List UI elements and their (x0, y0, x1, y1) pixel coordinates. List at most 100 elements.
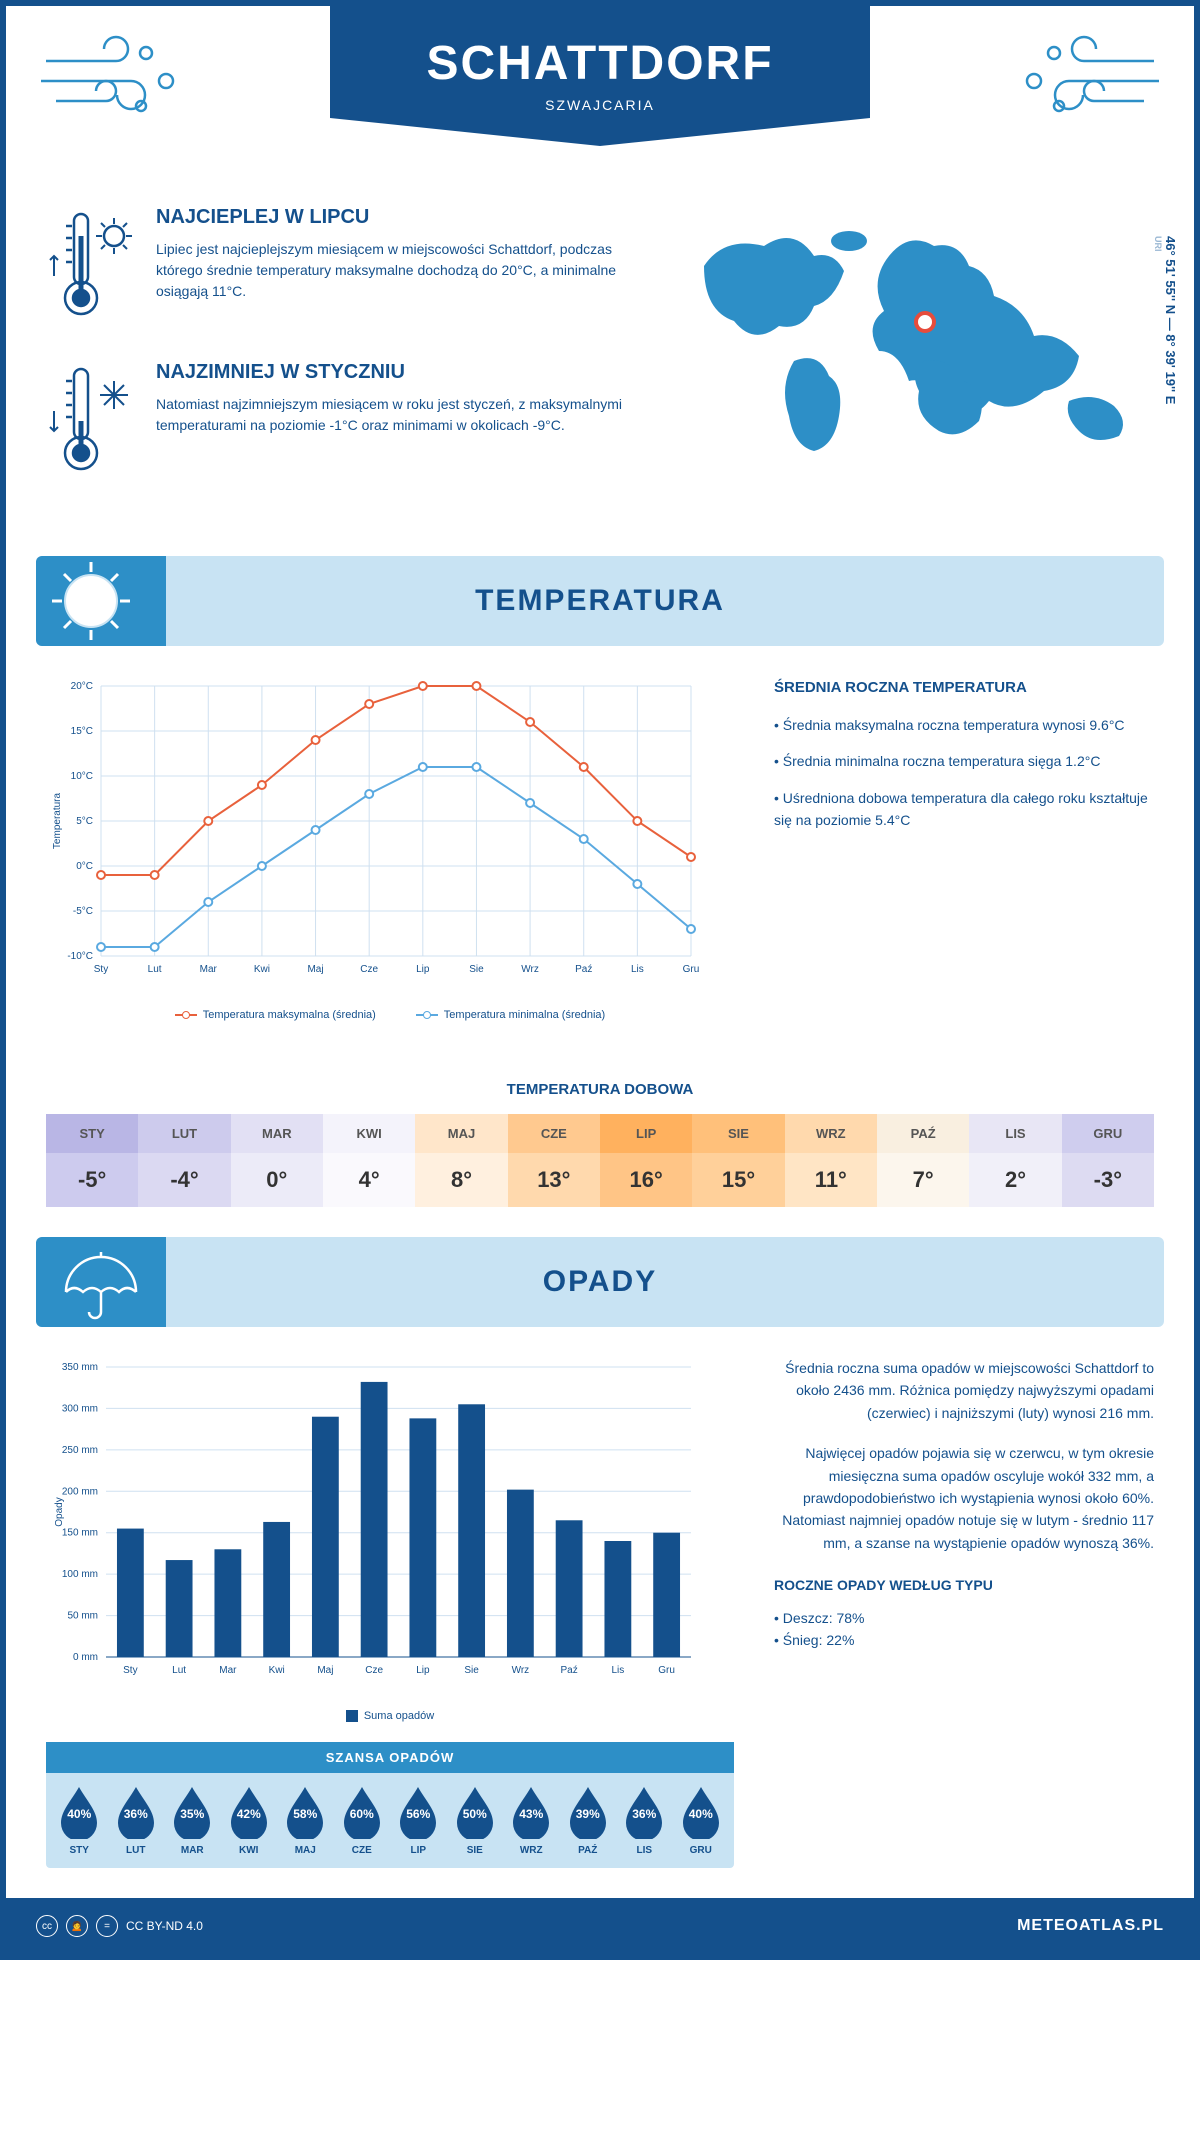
svg-text:Gru: Gru (683, 964, 700, 975)
raindrop-icon: 40% (57, 1785, 101, 1839)
svg-text:Sty: Sty (94, 964, 108, 975)
summary-bullet: • Średnia minimalna roczna temperatura s… (774, 750, 1154, 772)
svg-text:10°C: 10°C (71, 771, 93, 782)
svg-text:Lut: Lut (148, 964, 162, 975)
coordinates: 46° 51' 55'' N — 8° 39' 19'' E URI (1153, 236, 1178, 404)
raindrop-icon: 43% (509, 1785, 553, 1839)
svg-text:Lip: Lip (416, 964, 430, 975)
country-name: SZWAJCARIA (330, 97, 870, 113)
nd-icon: = (96, 1915, 118, 1937)
city-name: SCHATTDORF (330, 36, 870, 91)
legend-item: Suma opadów (346, 1710, 434, 1722)
svg-text:Lip: Lip (416, 1665, 430, 1676)
svg-text:150 mm: 150 mm (62, 1528, 98, 1539)
fact-title: NAJCIEPLEJ W LIPCU (156, 206, 634, 229)
wind-icon (1014, 31, 1164, 121)
daily-cell: SIE 15° (692, 1114, 784, 1207)
daily-cell: LIP 16° (600, 1114, 692, 1207)
thermometer-sun-icon (46, 206, 136, 331)
wind-icon (36, 31, 186, 121)
svg-text:Maj: Maj (307, 964, 323, 975)
daily-cell: STY -5° (46, 1114, 138, 1207)
section-banner-temperature: TEMPERATURA (36, 556, 1164, 646)
daily-cell: PAŹ 7° (877, 1114, 969, 1207)
daily-temp-title: TEMPERATURA DOBOWA (6, 1081, 1194, 1098)
svg-text:Cze: Cze (365, 1665, 383, 1676)
raindrop-icon: 40% (679, 1785, 723, 1839)
svg-text:Sie: Sie (469, 964, 484, 975)
daily-cell: WRZ 11° (785, 1114, 877, 1207)
raindrop-icon: 42% (227, 1785, 271, 1839)
summary-text: Najwięcej opadów pojawia się w czerwcu, … (774, 1442, 1154, 1554)
svg-text:Mar: Mar (200, 964, 218, 975)
daily-cell: MAR 0° (231, 1114, 323, 1207)
chance-title: SZANSA OPADÓW (46, 1742, 734, 1773)
svg-text:100 mm: 100 mm (62, 1569, 98, 1580)
license: cc 🙍 = CC BY-ND 4.0 (36, 1915, 203, 1937)
svg-text:Mar: Mar (219, 1665, 237, 1676)
fact-text: Lipiec jest najcieplejszym miesiącem w m… (156, 239, 634, 302)
svg-text:Gru: Gru (658, 1665, 675, 1676)
summary-bullet: • Średnia maksymalna roczna temperatura … (774, 714, 1154, 736)
svg-text:-5°C: -5°C (73, 906, 93, 917)
header: SCHATTDORF SZWAJCARIA (6, 6, 1194, 186)
svg-text:0°C: 0°C (76, 861, 93, 872)
legend-item: .legend-swatch[style*='#5aa9e0']::after{… (416, 1009, 605, 1021)
bytype-item: • Śnieg: 22% (774, 1629, 1154, 1651)
thermometer-snow-icon (46, 361, 136, 486)
drop-cell: 35% MAR (165, 1785, 220, 1856)
drop-cell: 50% SIE (448, 1785, 503, 1856)
daily-cell: LUT -4° (138, 1114, 230, 1207)
daily-cell: CZE 13° (508, 1114, 600, 1207)
world-map: 46° 51' 55'' N — 8° 39' 19'' E URI (674, 206, 1154, 516)
svg-text:Paź: Paź (575, 964, 592, 975)
footer: cc 🙍 = CC BY-ND 4.0 METEOATLAS.PL (6, 1898, 1194, 1954)
svg-text:250 mm: 250 mm (62, 1445, 98, 1456)
drop-cell: 43% WRZ (504, 1785, 559, 1856)
svg-text:350 mm: 350 mm (62, 1362, 98, 1373)
raindrop-icon: 60% (340, 1785, 384, 1839)
drop-cell: 40% GRU (674, 1785, 729, 1856)
precip-chance-box: SZANSA OPADÓW 40% STY 36% LUT 35% MAR 42… (46, 1742, 734, 1868)
section-banner-precipitation: OPADY (36, 1237, 1164, 1327)
svg-text:Kwi: Kwi (269, 1665, 285, 1676)
drop-cell: 58% MAJ (278, 1785, 333, 1856)
svg-text:200 mm: 200 mm (62, 1486, 98, 1497)
temperature-summary: ŚREDNIA ROCZNA TEMPERATURA • Średnia mak… (774, 676, 1154, 1021)
svg-text:0 mm: 0 mm (73, 1652, 98, 1663)
precipitation-summary: Średnia roczna suma opadów w miejscowośc… (774, 1357, 1154, 1868)
sun-icon (36, 556, 166, 646)
daily-temp-table: STY -5° LUT -4° MAR 0° KWI 4° MAJ 8° CZE… (46, 1114, 1154, 1207)
svg-text:Cze: Cze (360, 964, 378, 975)
drop-cell: 56% LIP (391, 1785, 446, 1856)
legend-item: .legend-swatch[style*='#e8613c']::after{… (175, 1009, 376, 1021)
title-ribbon: SCHATTDORF SZWAJCARIA (330, 6, 870, 146)
svg-text:Sty: Sty (123, 1665, 137, 1676)
raindrop-icon: 36% (622, 1785, 666, 1839)
raindrop-icon: 35% (170, 1785, 214, 1839)
drop-cell: 40% STY (52, 1785, 107, 1856)
drop-cell: 36% LUT (109, 1785, 164, 1856)
svg-text:Wrz: Wrz (521, 964, 539, 975)
svg-text:Opady: Opady (54, 1497, 65, 1526)
svg-text:Sie: Sie (464, 1665, 479, 1676)
svg-text:-10°C: -10°C (67, 951, 93, 962)
precipitation-bar-chart: 0 mm50 mm100 mm150 mm200 mm250 mm300 mm3… (46, 1357, 734, 1722)
svg-text:Lut: Lut (172, 1665, 186, 1676)
svg-text:300 mm: 300 mm (62, 1403, 98, 1414)
cc-icon: cc (36, 1915, 58, 1937)
by-icon: 🙍 (66, 1915, 88, 1937)
daily-cell: KWI 4° (323, 1114, 415, 1207)
daily-cell: GRU -3° (1062, 1114, 1154, 1207)
svg-text:Maj: Maj (317, 1665, 333, 1676)
svg-text:Wrz: Wrz (512, 1665, 530, 1676)
svg-text:Temperatura: Temperatura (52, 792, 63, 849)
summary-title: ŚREDNIA ROCZNA TEMPERATURA (774, 676, 1154, 700)
bytype-title: ROCZNE OPADY WEDŁUG TYPU (774, 1574, 1154, 1596)
raindrop-icon: 36% (114, 1785, 158, 1839)
raindrop-icon: 39% (566, 1785, 610, 1839)
fact-text: Natomiast najzimniejszym miesiącem w rok… (156, 394, 634, 436)
svg-text:Paź: Paź (561, 1665, 578, 1676)
bytype-item: • Deszcz: 78% (774, 1607, 1154, 1629)
raindrop-icon: 50% (453, 1785, 497, 1839)
